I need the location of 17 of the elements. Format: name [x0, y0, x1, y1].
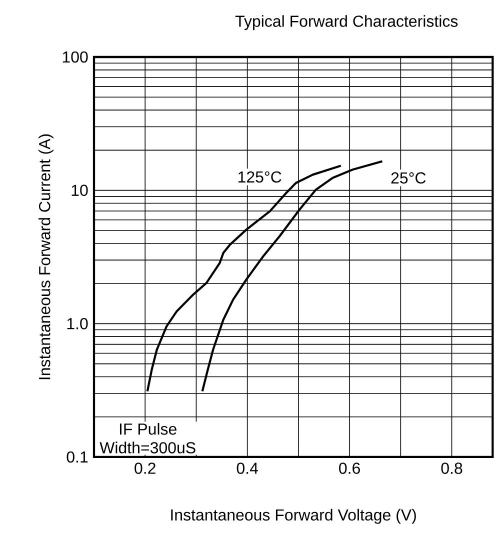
annotation: IF Pulse — [120, 422, 176, 435]
line-series — [146, 164, 342, 392]
chart-title: Typical Forward Characteristics — [235, 15, 458, 30]
x-tick-label: 0.8 — [441, 462, 462, 474]
annotation: Width=300uS — [100, 442, 196, 454]
y-tick-label: 10 — [72, 184, 88, 196]
y-axis-title: Instantaneous Forward Current (A) — [38, 134, 54, 380]
series-label: 25°C — [391, 172, 426, 184]
x-axis-title: Instantaneous Forward Voltage (V) — [171, 508, 416, 524]
y-tick-label: 100 — [62, 51, 88, 63]
y-tick-label: 1.0 — [67, 318, 88, 330]
series-label: 125°C — [238, 171, 282, 183]
y-tick-label: 0.1 — [66, 451, 88, 463]
line-series — [201, 160, 384, 392]
x-tick-label: 0.2 — [134, 462, 156, 474]
x-tick-label: 0.4 — [236, 462, 258, 474]
x-tick-label: 0.6 — [339, 462, 360, 474]
